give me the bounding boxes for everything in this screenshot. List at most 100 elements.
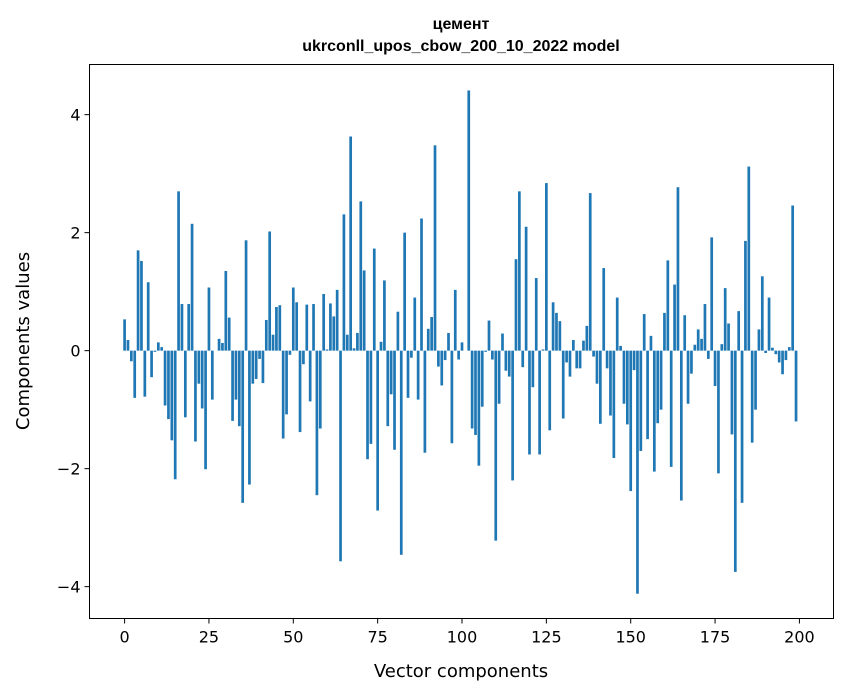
bars-group [123,90,798,594]
bar [237,350,241,427]
x-tick-label: 0 [119,628,129,647]
bar [730,350,734,435]
bar [676,187,680,351]
bar [717,350,720,474]
bar [528,350,531,455]
bar [659,350,663,410]
x-tick-label: 125 [531,628,562,647]
y-tick-label: −2 [57,460,81,479]
bar [268,231,272,351]
bar [345,334,349,351]
bar [700,338,703,351]
bar [784,350,788,361]
bar [129,350,133,362]
bar [791,205,795,351]
bar [733,350,737,572]
bar [484,350,487,352]
bar [713,350,717,387]
bar [204,350,207,470]
bar [619,345,622,351]
bar [180,304,184,351]
bar [433,145,437,351]
bar [173,350,177,480]
bar [406,350,410,398]
bar [308,350,312,402]
bar [153,350,157,352]
chart-title: цемент [433,16,490,33]
bar [531,350,535,388]
plot-frame [89,64,834,619]
bar [244,240,248,351]
bar [781,350,784,375]
y-tick-label: −4 [57,578,81,597]
bar [609,350,612,416]
bar [423,350,427,453]
bar [143,350,147,397]
bar [453,289,457,351]
x-tick-label: 175 [700,628,731,647]
bar [302,350,305,365]
bar [399,350,403,555]
bar [663,312,666,351]
bar [241,350,245,503]
bar [254,350,258,379]
bar [261,350,265,384]
bar [342,214,346,351]
bar [163,350,167,406]
bar [332,316,336,351]
bar [538,350,541,455]
bar [298,350,302,433]
y-axis-label: Components values [13,252,34,430]
bar [774,350,778,355]
bar [312,304,315,351]
bar [598,350,602,424]
bar [652,350,656,472]
bar [285,350,288,415]
bar [420,218,423,351]
bar [561,350,565,419]
bar [291,287,295,351]
bar [318,350,322,429]
bar [136,250,140,351]
y-tick-label: 4 [70,106,80,125]
bar [575,350,579,369]
bar [551,302,555,351]
bar [669,350,673,467]
x-tick-label: 25 [199,628,219,647]
x-tick-label: 75 [367,628,387,647]
bar [372,248,376,351]
bar [740,350,744,503]
bar [356,332,359,351]
bar [156,342,160,351]
y-axis: −4 −2 0 2 4 [57,106,90,597]
bar [187,304,191,351]
bar [460,342,464,351]
bar [416,350,420,400]
bar [558,321,562,351]
bar [227,317,231,351]
x-tick-label: 150 [615,628,646,647]
bar [197,350,201,384]
bar [514,259,518,351]
bar [636,350,639,594]
bar [379,341,383,351]
bar [322,294,326,351]
bar [501,333,504,351]
bar [497,350,501,404]
y-tick-label: 2 [70,224,80,243]
bar [295,302,299,351]
bar [720,344,724,351]
bar [430,317,433,351]
bar [231,350,234,421]
bar [248,350,251,485]
bar [656,350,660,424]
bar [366,350,369,460]
bar [629,350,633,492]
bar [288,350,292,355]
bar [679,350,683,501]
bar [690,350,693,374]
bar [615,297,619,351]
bar [437,350,440,367]
bar [787,347,791,351]
